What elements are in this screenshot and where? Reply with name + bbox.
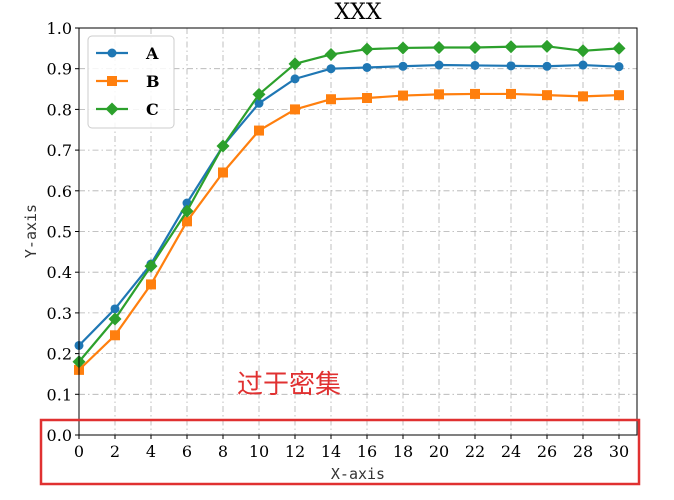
data-point-a xyxy=(470,60,480,70)
y-tick-label: 0.2 xyxy=(47,345,72,364)
y-tick-label: 0.0 xyxy=(47,426,72,445)
data-point-b xyxy=(326,94,336,105)
x-tick-label: 28 xyxy=(573,442,593,461)
data-point-b xyxy=(218,167,228,178)
data-point-c xyxy=(216,139,230,153)
data-point-c xyxy=(540,39,554,53)
data-point-a xyxy=(398,61,408,71)
data-point-b xyxy=(434,89,444,100)
data-point-c xyxy=(432,41,446,55)
data-point-a xyxy=(290,74,300,84)
chart-title: XXX xyxy=(335,0,382,25)
data-point-a xyxy=(434,60,444,70)
data-point-c xyxy=(576,44,590,58)
series-a xyxy=(74,60,624,350)
data-point-a xyxy=(578,60,588,70)
data-point-b xyxy=(254,125,264,136)
data-point-b xyxy=(506,88,516,99)
data-point-c xyxy=(324,47,338,61)
y-tick-label: 0.3 xyxy=(47,304,72,323)
axis-ticks: 0 2 4 6 8 10 12 14 16 18 20 22 24 26 28 300.00.10.20.30… xyxy=(47,19,630,461)
x-tick-label: 26 xyxy=(537,442,557,461)
legend-label: B xyxy=(146,72,160,91)
legend-swatch-marker xyxy=(107,76,117,86)
x-tick-label: 30 xyxy=(609,442,629,461)
y-tick-label: 0.5 xyxy=(47,223,72,242)
legend-swatch-marker xyxy=(107,48,117,58)
data-point-b xyxy=(110,330,120,341)
legend-item-b: B xyxy=(96,72,160,91)
x-tick-label: 18 xyxy=(393,442,413,461)
series-line-b xyxy=(78,92,620,371)
data-point-c xyxy=(180,204,194,218)
series-line-c xyxy=(78,45,620,363)
data-point-c xyxy=(396,41,410,55)
data-point-c xyxy=(108,312,122,326)
annotation-text: 过于密集 xyxy=(237,370,341,400)
x-tick-label: 0 xyxy=(74,442,84,461)
data-point-a xyxy=(542,61,552,71)
x-tick-label: 6 xyxy=(182,442,192,461)
legend-item-a: A xyxy=(96,44,159,63)
x-tick-label: 14 xyxy=(321,442,341,461)
data-point-c xyxy=(144,259,158,273)
data-point-c xyxy=(612,41,626,55)
data-point-c xyxy=(288,57,302,71)
y-tick-label: 1.0 xyxy=(47,19,72,38)
data-point-a xyxy=(326,64,336,74)
x-tick-label: 20 xyxy=(429,442,449,461)
series-layer xyxy=(72,39,626,375)
highlight-box xyxy=(39,418,641,486)
x-axis-label: X-axis xyxy=(331,465,385,483)
data-point-a xyxy=(254,98,264,108)
data-point-c xyxy=(504,40,518,54)
legend-swatch-marker xyxy=(105,102,119,116)
data-point-a xyxy=(506,61,516,71)
data-point-c xyxy=(360,42,374,56)
legend-label: A xyxy=(145,44,159,63)
series-b xyxy=(74,88,624,375)
data-point-b xyxy=(542,90,552,101)
legend-label: C xyxy=(146,100,159,119)
data-point-c xyxy=(252,87,266,101)
x-tick-label: 24 xyxy=(501,442,521,461)
x-tick-label: 22 xyxy=(465,442,485,461)
x-tick-label: 8 xyxy=(218,442,228,461)
data-point-c xyxy=(468,41,482,55)
x-tick-label: 2 xyxy=(110,442,120,461)
data-point-b xyxy=(290,104,300,115)
data-point-b xyxy=(470,88,480,99)
series-c xyxy=(72,39,626,369)
data-point-a xyxy=(110,304,120,314)
x-tick-label: 4 xyxy=(146,442,156,461)
y-tick-label: 0.7 xyxy=(47,141,72,160)
legend: ABC xyxy=(87,35,175,129)
data-point-a xyxy=(362,62,372,72)
data-point-b xyxy=(398,90,408,101)
legend-item-c: C xyxy=(96,100,159,119)
data-point-b xyxy=(182,216,192,227)
data-point-b xyxy=(578,91,588,102)
y-tick-label: 0.6 xyxy=(47,182,72,201)
y-tick-label: 0.1 xyxy=(47,385,72,404)
x-tick-label: 12 xyxy=(285,442,305,461)
x-tick-label: 16 xyxy=(357,442,377,461)
y-tick-label: 0.9 xyxy=(47,60,72,79)
data-point-a xyxy=(614,62,624,72)
y-tick-label: 0.4 xyxy=(47,263,72,282)
y-axis-label: Y-axis xyxy=(22,204,40,258)
data-point-b xyxy=(146,279,156,290)
data-point-b xyxy=(614,90,624,101)
series-line-a xyxy=(78,63,620,347)
y-tick-label: 0.8 xyxy=(47,100,72,119)
x-tick-label: 10 xyxy=(249,442,269,461)
data-point-b xyxy=(362,93,372,104)
